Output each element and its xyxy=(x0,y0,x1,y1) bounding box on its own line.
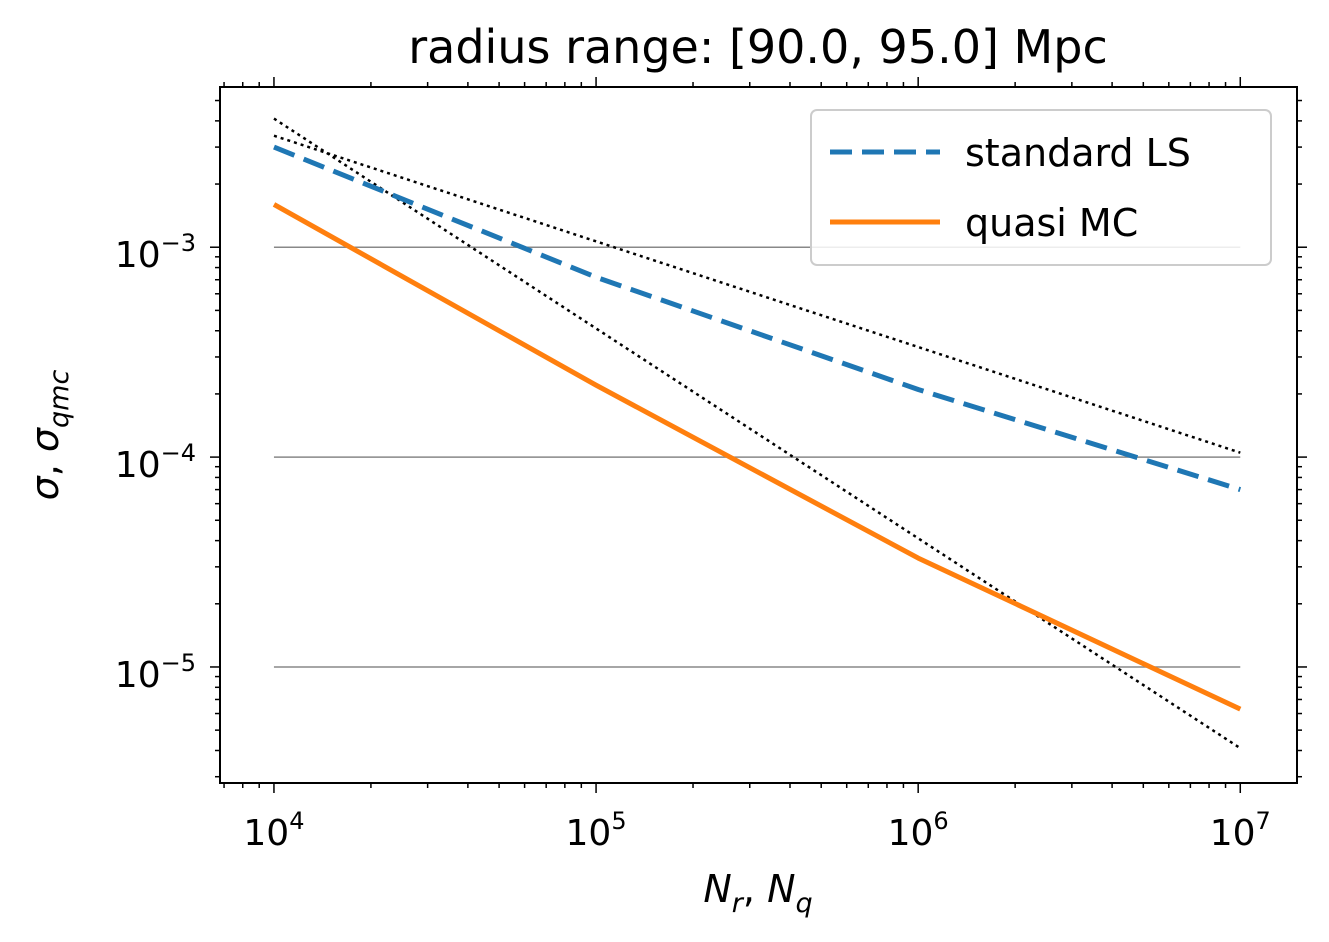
x-axis-label: Nr, Nq xyxy=(703,867,812,919)
series-line-quasi-mc xyxy=(272,202,1242,712)
x-tick-label-3: 107 xyxy=(1210,807,1271,854)
reference-line-0 xyxy=(273,134,1241,454)
series-layer xyxy=(272,144,1242,712)
reference-line-1 xyxy=(273,117,1241,750)
y-axis-label: σ, σqmc xyxy=(23,370,75,501)
series-line-standard-ls xyxy=(273,144,1242,492)
reference-lines xyxy=(273,117,1241,750)
y-tick-label-0: 10−5 xyxy=(115,649,196,696)
x-tick-label-2: 106 xyxy=(888,807,949,854)
chart-title: radius range: [90.0, 95.0] Mpc xyxy=(408,20,1107,74)
legend-label-standard-ls: standard LS xyxy=(965,131,1191,175)
x-tick-label-0: 104 xyxy=(243,807,304,854)
y-tick-label-2: 10−3 xyxy=(115,229,196,276)
tick-layer: 104 105 106 107 10−5 10−4 10−3 xyxy=(115,77,1307,854)
legend-label-quasi-mc: quasi MC xyxy=(965,201,1138,245)
legend: standard LS quasi MC xyxy=(810,109,1272,266)
y-tick-label-1: 10−4 xyxy=(115,439,196,486)
x-tick-label-1: 105 xyxy=(566,807,627,854)
legend-box xyxy=(810,109,1272,266)
